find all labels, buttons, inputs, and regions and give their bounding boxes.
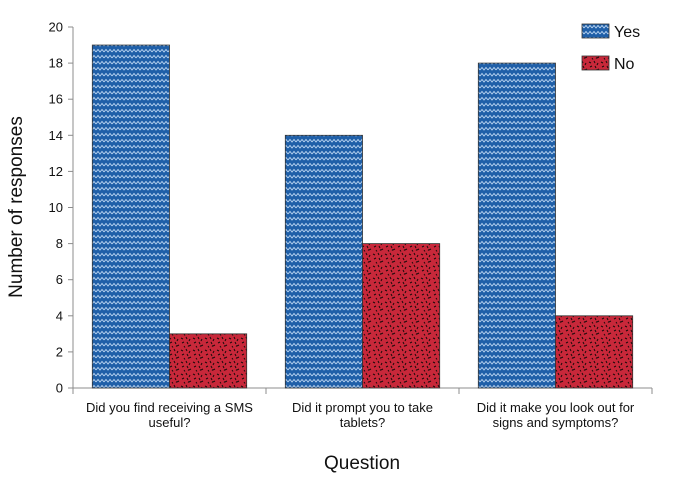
legend-swatch-no [581, 55, 610, 71]
y-tick-label: 4 [56, 308, 63, 323]
bar-no-2 [362, 243, 441, 389]
y-tick-label: 6 [56, 272, 63, 287]
axis-labels: 0 2 4 6 8 10 12 14 16 18 20 Did you find receiving … [49, 20, 635, 431]
legend-label-no: No [614, 56, 635, 73]
bars [91, 44, 634, 389]
y-tick-label: 12 [49, 164, 63, 179]
x-axis-title: Question [324, 453, 400, 474]
bar-yes-2 [284, 134, 363, 389]
y-axis-title: Number of responses [6, 116, 27, 298]
bar-yes-3 [477, 62, 556, 389]
y-tick-label: 14 [49, 128, 63, 143]
y-tick-label: 8 [56, 236, 63, 251]
legend-label-yes: Yes [614, 24, 640, 41]
y-tick-label: 18 [49, 56, 63, 71]
y-tick-label: 2 [56, 344, 63, 359]
bar-yes-1 [91, 44, 170, 389]
y-tick-label: 16 [49, 92, 63, 107]
y-tick-label: 20 [49, 20, 63, 35]
bar-no-3 [555, 315, 634, 389]
x-category-label: Did you find receiving a SMS useful? [86, 400, 253, 430]
x-category-label: Did it prompt you to take tablets? [292, 400, 433, 430]
legend-swatch-yes [581, 23, 610, 39]
bar-no-1 [169, 333, 248, 389]
legend: Yes No [581, 23, 640, 73]
x-category-label: Did it make you look out for signs and sy… [477, 400, 635, 430]
y-tick-label: 10 [49, 200, 63, 215]
y-tick-label: 0 [56, 381, 63, 396]
